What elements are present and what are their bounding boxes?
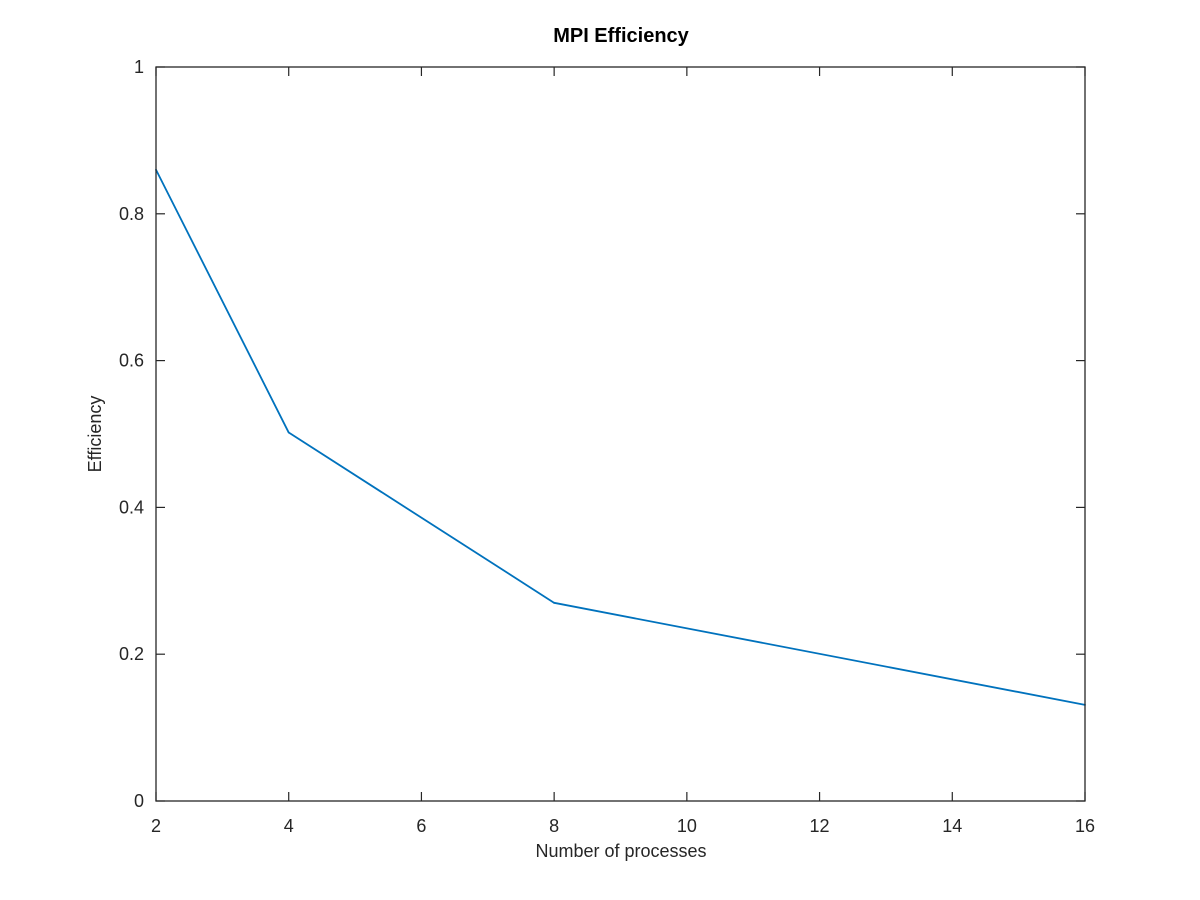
y-axis-label: Efficiency	[85, 396, 105, 473]
plot-area	[156, 67, 1085, 801]
series-line	[155, 169, 1086, 706]
x-tick-label: 2	[151, 816, 161, 836]
y-tick-label: 1	[134, 57, 144, 77]
y-tick-label: 0.4	[119, 497, 144, 517]
x-tick-label: 16	[1075, 816, 1095, 836]
y-tick-label: 0	[134, 791, 144, 811]
data-point	[553, 601, 556, 604]
x-tick-label: 14	[942, 816, 962, 836]
chart-title: MPI Efficiency	[553, 25, 689, 47]
x-tick-label: 4	[284, 816, 294, 836]
data-point	[287, 431, 290, 434]
y-tick-label: 0.6	[119, 351, 144, 371]
axes-box	[155, 66, 1086, 802]
x-axis-label: Number of processes	[535, 841, 706, 861]
x-tick-label: 6	[416, 816, 426, 836]
tick-labels: 2 4 6 8 10 12 14 16 0 0.2 0.4 0.6 0.8 1	[119, 57, 1095, 836]
y-tick-label: 0.8	[119, 204, 144, 224]
y-tick-label: 0.2	[119, 644, 144, 664]
x-tick-label: 10	[677, 816, 697, 836]
x-tick-label: 8	[549, 816, 559, 836]
plot-background	[156, 67, 1085, 801]
x-tick-label: 12	[810, 816, 830, 836]
